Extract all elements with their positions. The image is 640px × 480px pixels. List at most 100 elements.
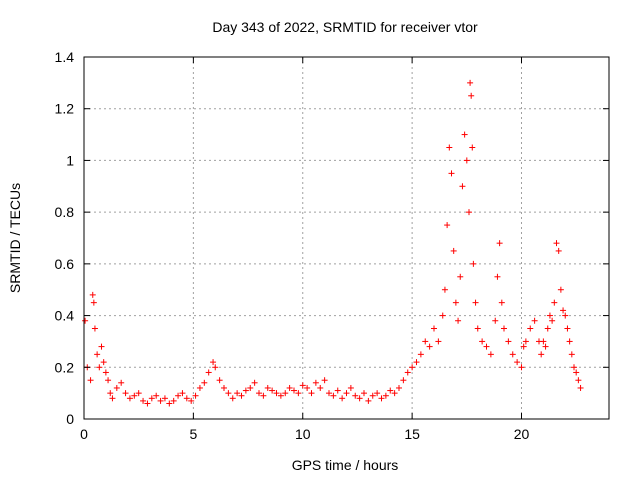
data-point xyxy=(446,144,453,151)
data-point xyxy=(382,392,389,399)
data-point xyxy=(135,390,142,397)
y-axis-title: SRMTID / TECUs xyxy=(7,183,23,293)
data-point xyxy=(527,325,534,332)
data-point xyxy=(201,379,208,386)
data-point xyxy=(330,392,337,399)
data-point xyxy=(90,299,97,306)
data-point xyxy=(264,384,271,391)
data-point xyxy=(260,392,267,399)
data-point xyxy=(468,92,475,99)
data-point xyxy=(435,338,442,345)
y-tick-label: 1 xyxy=(66,152,74,168)
data-point xyxy=(568,351,575,358)
data-point xyxy=(170,397,177,404)
y-tick-label: 1.2 xyxy=(55,101,75,117)
data-point xyxy=(575,377,582,384)
data-point xyxy=(144,400,151,407)
y-tick-label: 0 xyxy=(66,411,74,427)
data-point xyxy=(343,390,350,397)
data-point xyxy=(544,325,551,332)
data-point xyxy=(492,317,499,324)
y-tick-label: 1.4 xyxy=(55,49,75,65)
data-point xyxy=(557,286,564,293)
data-point xyxy=(496,240,503,247)
data-point xyxy=(107,390,114,397)
data-point xyxy=(542,343,549,350)
data-point xyxy=(166,400,173,407)
data-point xyxy=(378,395,385,402)
data-point xyxy=(269,387,276,394)
data-point xyxy=(387,387,394,394)
data-point xyxy=(140,397,147,404)
data-point xyxy=(560,307,567,314)
data-point xyxy=(461,131,468,138)
data-point xyxy=(247,384,254,391)
data-point xyxy=(94,351,101,358)
data-point xyxy=(573,369,580,376)
data-point xyxy=(549,317,556,324)
data-point xyxy=(282,390,289,397)
data-point xyxy=(391,390,398,397)
data-point xyxy=(494,273,501,280)
data-point xyxy=(562,312,569,319)
data-point xyxy=(153,392,160,399)
data-point xyxy=(179,390,186,397)
data-point xyxy=(555,247,562,254)
data-point xyxy=(426,343,433,350)
data-point xyxy=(505,338,512,345)
y-tick-label: 0.4 xyxy=(55,308,75,324)
data-point xyxy=(469,144,476,151)
data-point xyxy=(369,392,376,399)
data-point xyxy=(109,395,116,402)
y-axis-ticks: 0 0.2 0.4 0.6 0.8 1 1.2 1.4 xyxy=(55,49,609,427)
data-point xyxy=(118,379,125,386)
data-point xyxy=(242,387,249,394)
data-point xyxy=(470,260,477,267)
data-point xyxy=(82,317,89,324)
data-point xyxy=(514,359,521,366)
data-point xyxy=(459,183,466,190)
data-point xyxy=(277,392,284,399)
x-tick-label: 0 xyxy=(80,426,88,442)
data-point xyxy=(188,397,195,404)
data-point xyxy=(455,317,462,324)
data-point xyxy=(304,384,311,391)
data-point xyxy=(400,377,407,384)
data-point xyxy=(450,247,457,254)
data-point xyxy=(531,317,538,324)
data-point xyxy=(448,170,455,177)
data-point xyxy=(452,299,459,306)
data-point xyxy=(404,369,411,376)
x-axis-title: GPS time / hours xyxy=(292,457,399,473)
data-point xyxy=(105,377,112,384)
data-point xyxy=(291,387,297,394)
plot-frame xyxy=(83,56,610,420)
data-point xyxy=(546,312,553,319)
x-tick-label: 5 xyxy=(189,426,197,442)
data-point xyxy=(463,157,470,164)
data-point xyxy=(339,395,346,402)
grid-lines xyxy=(84,57,609,419)
data-point xyxy=(356,395,363,402)
data-point xyxy=(238,392,245,399)
x-tick-label: 20 xyxy=(514,426,530,442)
data-point xyxy=(520,343,527,350)
data-point xyxy=(472,299,479,306)
y-tick-label: 0.8 xyxy=(55,204,75,220)
data-point xyxy=(466,209,472,216)
x-tick-label: 15 xyxy=(404,426,420,442)
data-point xyxy=(487,351,494,358)
data-point xyxy=(538,351,545,358)
data-point xyxy=(417,351,424,358)
data-point xyxy=(192,392,199,399)
data-point xyxy=(175,392,182,399)
data-point xyxy=(196,384,203,391)
data-point xyxy=(308,390,315,397)
data-point xyxy=(183,395,190,402)
data-point xyxy=(212,364,219,371)
data-point xyxy=(518,364,525,371)
data-point xyxy=(157,397,164,404)
data-point xyxy=(273,390,280,397)
data-point xyxy=(352,392,359,399)
